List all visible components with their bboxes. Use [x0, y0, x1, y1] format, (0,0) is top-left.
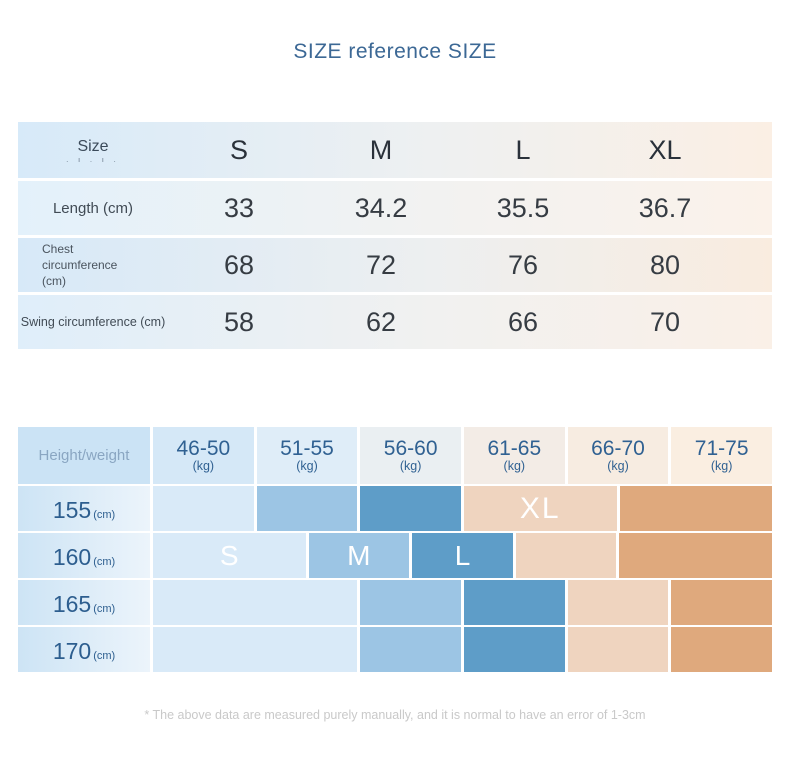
height-row-label: 155 (cm): [18, 486, 150, 531]
matrix-cell: [619, 486, 772, 531]
weight-range: 51-55: [280, 436, 334, 460]
matrix-cell: [515, 533, 617, 578]
size-value-cell: 33: [223, 192, 255, 223]
size-value-cell: 66: [507, 306, 539, 337]
height-value: 160: [52, 544, 92, 570]
matrix-cell: [153, 580, 358, 625]
weight-col-header: 66-70 (kg): [567, 427, 669, 484]
size-value-cell: 76: [507, 249, 539, 280]
matrix-cell: [153, 627, 358, 672]
weight-unit: (kg): [607, 458, 629, 473]
matrix-row-170: 170 (cm): [18, 627, 772, 672]
weight-range: 61-65: [487, 436, 542, 460]
height-value: 165: [52, 591, 92, 617]
matrix-cell: [463, 580, 565, 625]
size-value-cell: 68: [223, 249, 255, 280]
size-header-label: Size: [77, 137, 109, 155]
weight-unit: (kg): [710, 458, 733, 473]
matrix-cell-xl-region: XL: [463, 486, 617, 531]
height-row-label: 160 (cm): [18, 533, 150, 578]
size-value-cell: 80: [649, 249, 681, 280]
height-value: 170: [52, 638, 92, 664]
matrix-cell: [567, 627, 669, 672]
height-row-label: 165 (cm): [18, 580, 150, 625]
height-weight-matrix: Height/weight 46-50 (kg) 51-55 (kg) 56-6…: [18, 427, 772, 672]
size-table-row-swing: Swing circumference (cm) 58 62 66 70: [18, 295, 772, 349]
weight-unit: (kg): [192, 458, 215, 473]
height-value: 155: [52, 497, 92, 523]
matrix-cell: [153, 486, 254, 531]
matrix-header-row: Height/weight 46-50 (kg) 51-55 (kg) 56-6…: [18, 427, 772, 484]
matrix-cell: [671, 627, 772, 672]
size-value-cell: 70: [649, 306, 681, 337]
matrix-row-160: 160 (cm) S M L: [18, 533, 772, 578]
size-table-row-chest: Chest circumference (cm) 68 72 76 80: [18, 238, 772, 292]
height-row-label: 170 (cm): [18, 627, 150, 672]
matrix-cell: [360, 580, 461, 625]
weight-range: 46-50: [176, 436, 231, 460]
weight-col-header: 46-50 (kg): [153, 427, 254, 484]
height-unit: (cm): [93, 603, 116, 615]
matrix-cell: [360, 486, 461, 531]
size-table-header-row: Size . ı . ı . S M L XL: [18, 122, 772, 178]
matrix-cell-l-region: L: [412, 533, 513, 578]
matrix-row-155: 155 (cm) XL: [18, 486, 772, 531]
weight-range: 66-70: [591, 436, 645, 460]
size-value-cell: 35.5: [496, 192, 550, 223]
matrix-row-165: 165 (cm): [18, 580, 772, 625]
size-value-cell: 72: [365, 249, 397, 280]
weight-col-header: 61-65 (kg): [463, 427, 565, 484]
size-value-cell: 58: [223, 306, 255, 337]
height-unit: (cm): [93, 556, 116, 568]
height-unit: (cm): [93, 650, 116, 662]
row-label: Chest circumference (cm): [42, 241, 118, 289]
matrix-cell: [671, 580, 772, 625]
matrix-cell: [360, 627, 461, 672]
page-title: SIZE reference SIZE: [293, 40, 497, 63]
size-value-cell: 34.2: [354, 192, 408, 223]
height-unit: (cm): [93, 509, 116, 521]
size-header-label-cell: Size . ı . ı .: [18, 138, 168, 163]
weight-col-header: 51-55 (kg): [256, 427, 358, 484]
size-value-cell: 36.7: [638, 192, 692, 223]
weight-col-header: 56-60 (kg): [360, 427, 461, 484]
size-col-header-l: L: [515, 134, 531, 165]
weight-col-header: 71-75 (kg): [671, 427, 772, 484]
weight-range: 56-60: [383, 436, 438, 460]
size-col-header-m: M: [369, 134, 393, 165]
size-table-row-length: Length (cm) 33 34.2 35.5 36.7: [18, 181, 772, 235]
weight-unit: (kg): [503, 458, 526, 473]
weight-unit: (kg): [399, 458, 422, 473]
matrix-cell: [256, 486, 358, 531]
size-col-header-s: S: [229, 134, 248, 165]
size-col-header-xl: XL: [648, 134, 682, 165]
size-header-clipped-text: . ı . ı .: [66, 156, 120, 163]
matrix-cell: [619, 533, 772, 578]
row-label: Length (cm): [52, 199, 134, 217]
size-value-cell: 62: [365, 306, 397, 337]
matrix-cell: [463, 627, 565, 672]
size-table: Size . ı . ı . S M L XL Length (cm) 33 3…: [18, 122, 772, 349]
weight-unit: (kg): [296, 458, 318, 473]
footnote: * The above data are measured purely man…: [144, 708, 646, 722]
weight-range: 71-75: [694, 436, 749, 460]
corner-cell: Height/weight: [18, 427, 150, 484]
matrix-cell-m-region: M: [308, 533, 410, 578]
matrix-cell: [567, 580, 669, 625]
matrix-cell-s-region: S: [153, 533, 306, 578]
row-label: Swing circumference (cm): [20, 315, 166, 329]
